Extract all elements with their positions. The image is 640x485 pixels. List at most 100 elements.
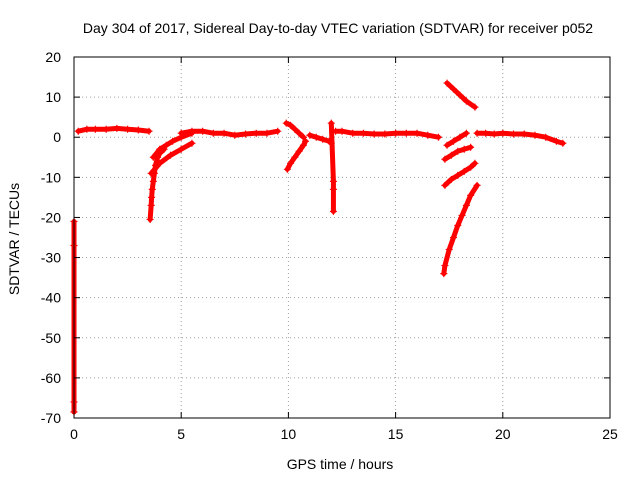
data-point xyxy=(402,129,410,137)
data-point xyxy=(443,79,451,87)
series-group xyxy=(147,139,196,177)
data-point xyxy=(329,207,337,215)
data-point xyxy=(456,133,464,141)
series-group xyxy=(74,124,153,135)
data-point xyxy=(413,129,421,137)
data-point xyxy=(552,137,560,145)
data-point xyxy=(149,177,157,185)
data-point xyxy=(454,171,462,179)
data-point xyxy=(467,143,475,151)
data-point xyxy=(147,201,155,209)
data-point xyxy=(299,141,307,149)
data-point xyxy=(145,127,153,135)
data-point xyxy=(473,181,481,189)
data-point xyxy=(559,139,567,147)
data-point xyxy=(312,133,320,141)
data-point xyxy=(370,130,378,138)
series-trail xyxy=(444,130,469,148)
data-point xyxy=(124,125,132,133)
chart-title: Day 304 of 2017, Sidereal Day-to-day VTE… xyxy=(83,20,593,36)
data-point xyxy=(338,127,346,135)
data-point xyxy=(445,246,453,254)
data-point xyxy=(113,124,121,132)
data-point xyxy=(460,145,468,153)
data-point xyxy=(456,91,464,99)
data-point xyxy=(434,133,442,141)
data-point xyxy=(287,121,295,129)
data-point xyxy=(274,127,282,135)
data-point xyxy=(449,234,457,241)
series-group xyxy=(282,119,307,141)
data-point xyxy=(510,130,518,138)
series-group xyxy=(473,129,567,147)
data-point xyxy=(499,129,507,137)
data-point xyxy=(188,127,196,135)
data-point xyxy=(329,185,337,193)
y-tick-label: -70 xyxy=(41,410,61,426)
series-group xyxy=(440,181,481,278)
data-point xyxy=(471,103,479,111)
data-point xyxy=(299,133,307,141)
data-point xyxy=(291,153,299,161)
data-point xyxy=(531,131,539,139)
data-point xyxy=(306,131,314,139)
series-group xyxy=(327,119,337,215)
data-layer xyxy=(70,79,567,416)
data-point xyxy=(148,185,156,193)
x-tick-label: 0 xyxy=(70,426,78,442)
series-group xyxy=(441,159,479,189)
data-point xyxy=(441,181,449,189)
data-point xyxy=(520,130,528,138)
series-trail xyxy=(442,160,478,188)
data-point xyxy=(441,262,449,270)
data-point xyxy=(252,129,260,137)
data-point xyxy=(295,129,303,137)
data-point xyxy=(462,201,470,209)
data-point xyxy=(188,139,196,147)
data-point xyxy=(359,129,367,137)
data-point xyxy=(349,129,357,137)
y-tick-label: -10 xyxy=(41,169,61,185)
y-tick-label: -20 xyxy=(41,209,61,225)
series-group xyxy=(177,127,282,139)
data-point xyxy=(443,141,451,149)
data-point xyxy=(177,129,185,137)
data-point xyxy=(381,130,389,138)
data-point xyxy=(302,137,310,145)
data-point xyxy=(149,153,157,161)
data-point xyxy=(458,211,466,219)
series-group xyxy=(332,127,442,141)
data-point xyxy=(102,125,110,133)
data-point xyxy=(148,193,156,201)
series-trail xyxy=(328,120,336,214)
data-point xyxy=(242,130,250,138)
data-point xyxy=(447,175,455,183)
y-tick-label: -40 xyxy=(41,290,61,306)
data-point xyxy=(447,151,455,159)
series-group xyxy=(441,143,475,163)
y-tick-label: 20 xyxy=(45,49,61,65)
data-point xyxy=(440,270,448,278)
data-point xyxy=(467,163,475,171)
data-point xyxy=(441,155,449,163)
data-point xyxy=(263,129,271,137)
data-point xyxy=(332,127,340,135)
data-point xyxy=(462,129,470,137)
x-tick-label: 25 xyxy=(602,426,618,442)
y-tick-label: -30 xyxy=(41,250,61,266)
data-point xyxy=(287,159,295,167)
data-point xyxy=(177,145,185,153)
data-point xyxy=(209,129,217,137)
y-tick-label: 10 xyxy=(45,89,61,105)
plot-frame xyxy=(73,56,611,419)
data-point xyxy=(283,165,291,173)
data-point xyxy=(319,135,327,143)
series-trail xyxy=(474,130,566,146)
series-trail xyxy=(147,146,167,222)
data-point xyxy=(295,147,303,155)
tick-layer: 0 5 10 15 20 25 -70 -60 -50 -40 -30 -20 -10 0 10 20 xyxy=(41,49,618,442)
data-point xyxy=(329,177,337,185)
data-point xyxy=(162,141,170,149)
